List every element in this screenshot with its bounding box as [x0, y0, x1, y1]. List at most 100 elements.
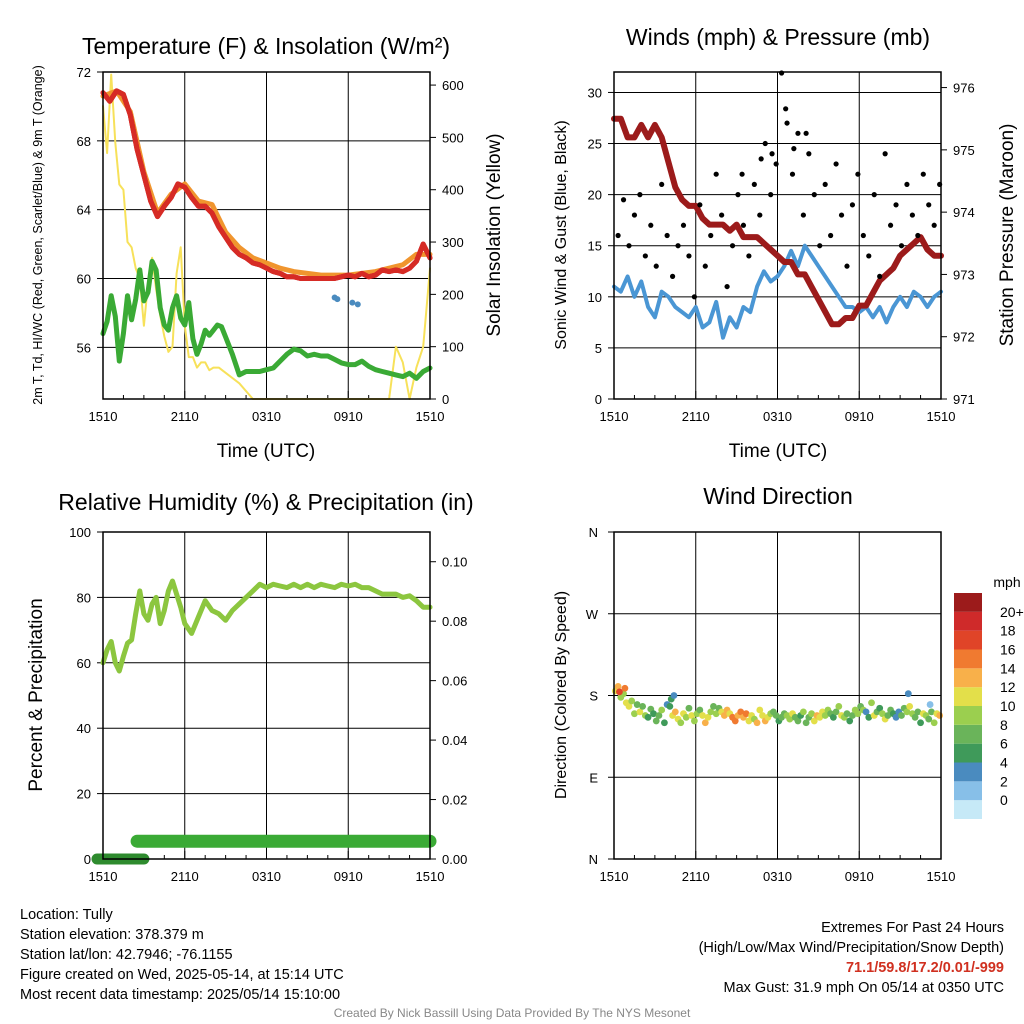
- temp-ytick-label: 72: [77, 65, 91, 80]
- colorbar-label: 0: [1000, 792, 1008, 808]
- dir-point: [821, 712, 829, 719]
- latlon-text: Station lat/lon: 42.7946; -76.1155: [20, 947, 233, 963]
- dir-point: [829, 713, 837, 721]
- rh-ytick-label: 40: [77, 721, 91, 736]
- dir-point: [832, 708, 840, 716]
- dir-point: [616, 688, 623, 696]
- extremes-title: Extremes For Past 24 Hours: [821, 920, 1004, 936]
- elevation-text: Station elevation: 378.379 m: [20, 927, 204, 943]
- temp-xtick-label: 2110: [171, 409, 199, 424]
- dir-point: [720, 712, 728, 719]
- dir-point: [745, 717, 753, 725]
- wind-ytick-right-label: 973: [953, 267, 975, 282]
- dir-point: [835, 703, 843, 710]
- dir-point: [710, 703, 717, 710]
- dir-point: [926, 701, 934, 708]
- wind-gust-point: [904, 181, 910, 188]
- wind-ytick-label: 5: [595, 341, 602, 356]
- wind-xtick-label: 2110: [682, 409, 710, 424]
- dir-point: [685, 704, 693, 712]
- rh-ytick-label: 100: [69, 525, 91, 540]
- temp-ytick-right-label: 500: [442, 130, 464, 145]
- wind-gust-point: [898, 243, 905, 249]
- dir-point: [862, 708, 870, 716]
- rh-ytick-right-label: 0.02: [442, 793, 467, 808]
- dir-xtick-label: 0310: [763, 869, 792, 884]
- dir-point: [928, 708, 935, 716]
- wind-ytick-right-label: 971: [953, 392, 975, 407]
- wind-ytick-right-label: 974: [953, 205, 975, 220]
- temp-windchill-point: [334, 296, 341, 303]
- rh-ytick-label: 60: [77, 656, 91, 671]
- wind-gust-point: [626, 243, 632, 249]
- dir-point: [884, 712, 892, 719]
- dir-ytick-label: E: [589, 770, 598, 785]
- rh-ytick-right-label: 0.04: [442, 733, 467, 748]
- dir-point: [925, 715, 933, 723]
- dir-point: [756, 706, 764, 714]
- dir-point: [936, 712, 944, 719]
- wind-gust-point: [620, 197, 627, 203]
- wind-sonic-line: [612, 243, 943, 340]
- wind-xtick-label: 1510: [927, 409, 956, 424]
- wind-gust-point: [751, 181, 757, 188]
- dir-xtick-label: 0910: [845, 869, 874, 884]
- rh-ytick-right-label: 0.06: [442, 674, 467, 689]
- colorbar-label: 12: [1000, 679, 1016, 695]
- wind-gust-point: [920, 171, 926, 177]
- wind-gust-point: [931, 222, 937, 228]
- wind-gust-point: [769, 151, 775, 157]
- dir-point: [930, 719, 938, 727]
- dir-point: [846, 717, 854, 725]
- temp-series-0: [100, 88, 433, 281]
- dir-point: [701, 719, 709, 727]
- colorbar-swatch: [954, 706, 982, 725]
- wind-ytick-label: 30: [588, 85, 602, 100]
- colorbar-label: 4: [1000, 755, 1008, 771]
- temp-ylabel-right: Solar Insolation (Yellow): [484, 133, 505, 336]
- dir-point: [704, 713, 712, 721]
- dir-point: [661, 719, 668, 727]
- dir-point: [621, 684, 629, 692]
- rh-xtick-label: 0310: [252, 869, 281, 884]
- dir-point: [699, 712, 706, 719]
- wind-xlabel: Time (UTC): [729, 441, 828, 462]
- wind-gust-point: [708, 232, 714, 239]
- wind-gust-point: [768, 192, 774, 198]
- colorbar-swatch: [954, 687, 982, 706]
- wind-gust-point: [719, 212, 725, 218]
- credit-text: Created By Nick Bassill Using Data Provi…: [333, 1006, 691, 1020]
- wind-gust-point: [784, 120, 790, 126]
- dir-point: [655, 712, 663, 719]
- dir-point: [682, 713, 690, 721]
- wind-gust-point: [791, 146, 797, 152]
- dir-point: [614, 683, 622, 690]
- wind-gust-point: [783, 106, 789, 112]
- colorbar-label: 16: [1000, 642, 1016, 658]
- dir-point: [658, 706, 666, 714]
- wind-title: Winds (mph) & Pressure (mb): [626, 24, 930, 50]
- dir-point: [633, 701, 641, 708]
- wind-gust-point: [871, 192, 877, 198]
- colorbar-swatch: [954, 668, 982, 688]
- wind-ytick-label: 20: [588, 188, 602, 203]
- rh-xtick-label: 0910: [334, 869, 363, 884]
- dir-xtick-label: 1510: [600, 869, 629, 884]
- dir-ytick-label: S: [589, 689, 598, 704]
- recent-text: Most recent data timestamp: 2025/05/14 1…: [20, 987, 341, 1003]
- wind-ytick-label: 25: [588, 137, 602, 152]
- wind-gust-point: [680, 222, 687, 228]
- rh-humidity-line: [100, 578, 433, 674]
- rh-ytick-right-label: 0.00: [442, 852, 467, 867]
- temp-ytick-right-label: 300: [442, 235, 464, 250]
- dir-point: [799, 708, 807, 716]
- temp-xlabel: Time (UTC): [217, 441, 316, 462]
- dir-title: Wind Direction: [703, 483, 853, 509]
- wind-ytick-label: 15: [588, 239, 602, 254]
- dir-point: [917, 719, 924, 727]
- dir-point: [670, 692, 678, 699]
- dir-point: [707, 708, 715, 716]
- wind-gust-point: [855, 171, 861, 177]
- temp-ytick-right-label: 600: [442, 78, 464, 93]
- rh-title: Relative Humidity (%) & Precipitation (i…: [58, 489, 473, 515]
